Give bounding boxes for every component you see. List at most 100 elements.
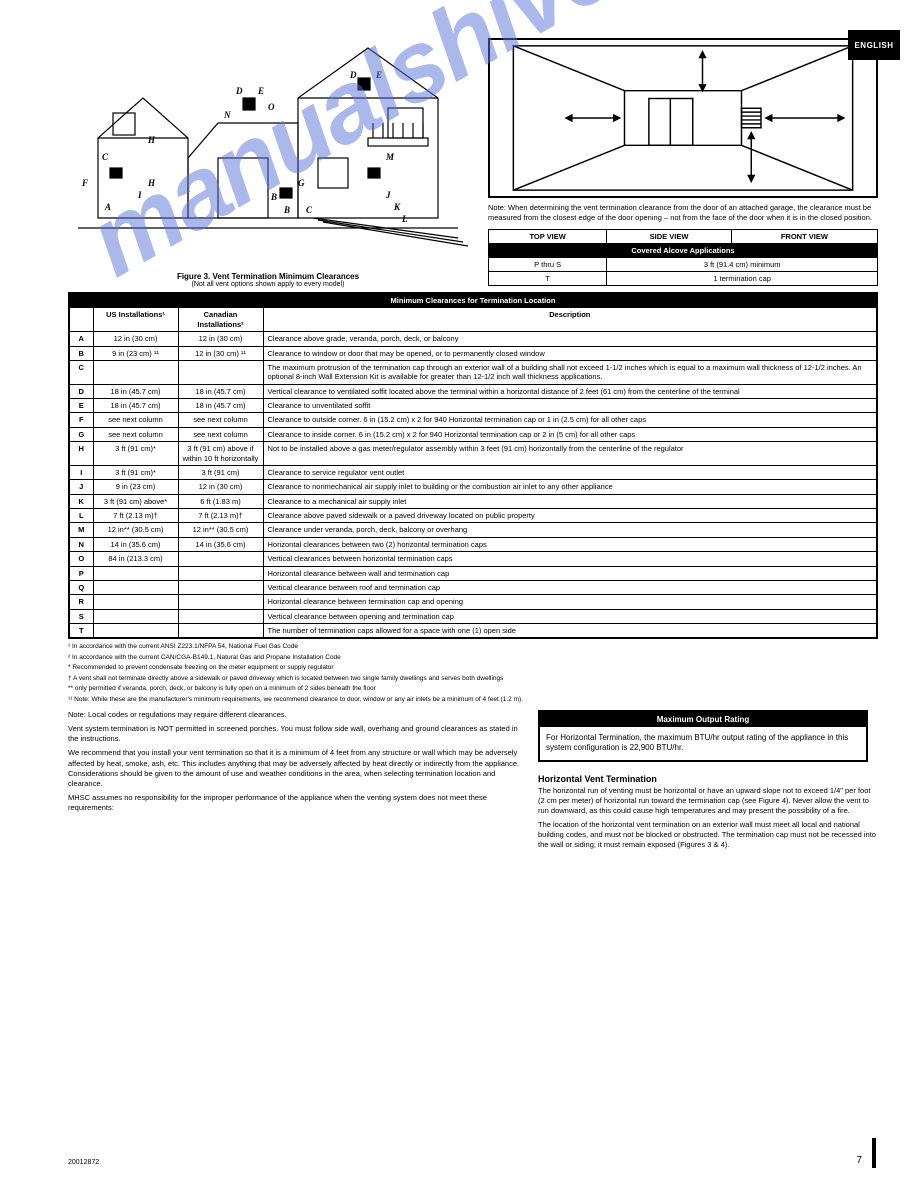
svg-text:H: H bbox=[147, 135, 156, 145]
bl-p2: Vent system termination is NOT permitted… bbox=[68, 724, 524, 744]
house-diagram-block: A B B C C D E D E F G H H I J K L M N O … bbox=[68, 38, 468, 288]
row-letter: E bbox=[69, 399, 93, 413]
table-row: K3 ft (91 cm) above*6 ft (1.83 m)Clearan… bbox=[69, 494, 877, 508]
svg-text:D: D bbox=[235, 86, 243, 96]
row-letter: P bbox=[69, 566, 93, 580]
house-caption: Figure 3. Vent Termination Minimum Clear… bbox=[68, 272, 468, 281]
max-cap-body: For Horizontal Termination, the maximum … bbox=[540, 727, 866, 760]
mini-r1-l: T bbox=[489, 271, 607, 285]
row-us: 3 ft (91 cm) above* bbox=[93, 494, 178, 508]
mini-r1-v: 1 termination cap bbox=[607, 271, 878, 285]
table-row: A12 in (30 cm)12 in (30 cm)Clearance abo… bbox=[69, 332, 877, 346]
row-letter: T bbox=[69, 624, 93, 639]
garage-diagram bbox=[488, 38, 878, 198]
main-title: Minimum Clearances for Termination Locat… bbox=[69, 293, 877, 308]
horiz-vent-hdr: Horizontal Vent Termination bbox=[538, 774, 878, 784]
row-us bbox=[93, 609, 178, 623]
row-ca: 18 in (45.7 cm) bbox=[178, 399, 263, 413]
row-letter: J bbox=[69, 480, 93, 494]
table-row: Fsee next columnsee next columnClearance… bbox=[69, 413, 877, 427]
bl-p6: The location of the horizontal vent term… bbox=[538, 820, 878, 850]
alcove-mini-table: TOP VIEW SIDE VIEW FRONT VIEW Covered Al… bbox=[488, 229, 878, 286]
table-row: I3 ft (91 cm)*3 ft (91 cm)Clearance to s… bbox=[69, 465, 877, 479]
page-number: 7 bbox=[856, 1155, 862, 1166]
table-row: R Horizontal clearance between terminatio… bbox=[69, 595, 877, 609]
mini-th-front: FRONT VIEW bbox=[731, 229, 877, 243]
row-letter: D bbox=[69, 384, 93, 398]
row-ca: 14 in (35.6 cm) bbox=[178, 537, 263, 551]
row-letter: R bbox=[69, 595, 93, 609]
col-desc: Description bbox=[263, 308, 877, 332]
table-row: D18 in (45.7 cm)18 in (45.7 cm)Vertical … bbox=[69, 384, 877, 398]
house-subcaption: (Not all vent options shown apply to eve… bbox=[68, 281, 468, 288]
mini-th-top: TOP VIEW bbox=[489, 229, 607, 243]
manual-ref: 20012872 bbox=[68, 1159, 99, 1166]
row-us: 9 in (23 cm) ¹¹ bbox=[93, 346, 178, 360]
fn-6: ¹¹ Note: While these are the manufacture… bbox=[68, 696, 878, 704]
row-ca: 12 in (30 cm) ¹¹ bbox=[178, 346, 263, 360]
row-ca: 12 in** (30.5 cm) bbox=[178, 523, 263, 537]
svg-text:L: L bbox=[401, 214, 408, 224]
row-desc: The maximum protrusion of the terminatio… bbox=[263, 360, 877, 384]
col-us: US Installations¹ bbox=[93, 308, 178, 332]
row-desc: Clearance to inside corner. 6 in (15.2 c… bbox=[263, 427, 877, 441]
row-ca bbox=[178, 624, 263, 639]
svg-text:K: K bbox=[393, 202, 401, 212]
row-us: 7 ft (2.13 m)† bbox=[93, 509, 178, 523]
row-ca: 3 ft (91 cm) above if within 10 ft horiz… bbox=[178, 442, 263, 466]
svg-text:M: M bbox=[385, 152, 395, 162]
table-row: M12 in** (30.5 cm)12 in** (30.5 cm)Clear… bbox=[69, 523, 877, 537]
table-row: E18 in (45.7 cm)18 in (45.7 cm)Clearance… bbox=[69, 399, 877, 413]
row-desc: Horizontal clearance between termination… bbox=[263, 595, 877, 609]
svg-text:E: E bbox=[257, 86, 264, 96]
row-letter: Q bbox=[69, 580, 93, 594]
row-us bbox=[93, 624, 178, 639]
table-row: Gsee next columnsee next columnClearance… bbox=[69, 427, 877, 441]
row-desc: Not to be installed above a gas meter/re… bbox=[263, 442, 877, 466]
row-us: 84 in (213.3 cm) bbox=[93, 552, 178, 566]
row-letter: M bbox=[69, 523, 93, 537]
svg-text:C: C bbox=[306, 205, 313, 215]
row-us bbox=[93, 566, 178, 580]
row-ca: 12 in (30 cm) bbox=[178, 332, 263, 346]
max-cap-hdr: Maximum Output Rating bbox=[540, 712, 866, 727]
row-letter: F bbox=[69, 413, 93, 427]
svg-text:C: C bbox=[102, 152, 109, 162]
svg-text:B: B bbox=[270, 192, 277, 202]
col-ca: Canadian Installations² bbox=[178, 308, 263, 332]
row-us: 3 ft (91 cm)* bbox=[93, 465, 178, 479]
row-desc: Clearance under veranda, porch, deck, ba… bbox=[263, 523, 877, 537]
row-desc: Vertical clearance between roof and term… bbox=[263, 580, 877, 594]
svg-text:O: O bbox=[268, 102, 275, 112]
row-letter: H bbox=[69, 442, 93, 466]
svg-text:D: D bbox=[349, 70, 357, 80]
row-desc: Clearance to a mechanical air supply inl… bbox=[263, 494, 877, 508]
bl-p5: The horizontal run of venting must be ho… bbox=[538, 786, 878, 816]
row-desc: Clearance to outside corner. 6 in (15.2 … bbox=[263, 413, 877, 427]
svg-text:F: F bbox=[81, 178, 88, 188]
svg-text:G: G bbox=[298, 178, 305, 188]
page-bar bbox=[872, 1138, 876, 1168]
row-ca bbox=[178, 609, 263, 623]
row-letter: L bbox=[69, 509, 93, 523]
table-row: B9 in (23 cm) ¹¹12 in (30 cm) ¹¹Clearanc… bbox=[69, 346, 877, 360]
clearances-table: Minimum Clearances for Termination Locat… bbox=[68, 292, 878, 639]
row-desc: Clearance to nonmechanical air supply in… bbox=[263, 480, 877, 494]
row-desc: Clearance to window or door that may be … bbox=[263, 346, 877, 360]
house-diagram: A B B C C D E D E F G H H I J K L M N O bbox=[68, 38, 468, 268]
row-ca: 6 ft (1.83 m) bbox=[178, 494, 263, 508]
row-letter: S bbox=[69, 609, 93, 623]
fn-1: ¹ In accordance with the current ANSI Z2… bbox=[68, 643, 878, 651]
svg-text:I: I bbox=[137, 190, 142, 200]
row-us: 9 in (23 cm) bbox=[93, 480, 178, 494]
row-ca bbox=[178, 566, 263, 580]
svg-text:A: A bbox=[104, 202, 111, 212]
table-row: L7 ft (2.13 m)†7 ft (2.13 m)†Clearance a… bbox=[69, 509, 877, 523]
row-desc: The number of termination caps allowed f… bbox=[263, 624, 877, 639]
row-us: 12 in (30 cm) bbox=[93, 332, 178, 346]
row-us: 14 in (35.6 cm) bbox=[93, 537, 178, 551]
fn-4: † A vent shall not terminate directly ab… bbox=[68, 675, 878, 683]
table-row: C The maximum protrusion of the terminati… bbox=[69, 360, 877, 384]
row-letter: C bbox=[69, 360, 93, 384]
row-us: 3 ft (91 cm)* bbox=[93, 442, 178, 466]
